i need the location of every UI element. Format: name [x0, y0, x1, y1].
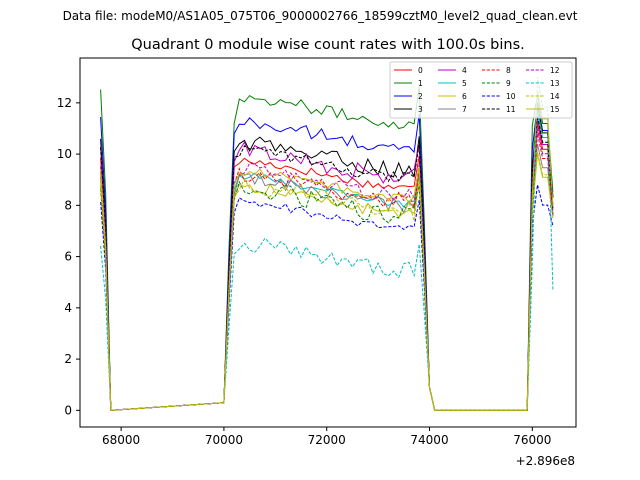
series-line-11: [100, 115, 554, 411]
x-offset-label: +2.896e8: [516, 454, 575, 468]
legend-label-2: 2: [418, 92, 423, 101]
legend-label-15: 15: [550, 105, 560, 114]
legend-label-3: 3: [418, 105, 423, 114]
legend-label-4: 4: [462, 66, 467, 75]
x-tick-label: 70000: [205, 433, 243, 447]
legend-label-8: 8: [506, 66, 511, 75]
legend-box: [389, 61, 573, 119]
plot-background: [80, 58, 576, 427]
legend-label-14: 14: [550, 92, 560, 101]
series-layer: [100, 77, 554, 411]
y-tick-label: 8: [64, 198, 72, 212]
legend-label-6: 6: [462, 92, 467, 101]
legend-label-5: 5: [462, 79, 467, 88]
legend-label-12: 12: [550, 66, 560, 75]
series-line-12: [100, 128, 554, 411]
y-tick-label: 4: [64, 301, 72, 315]
y-tick-label: 10: [57, 147, 72, 161]
series-line-15: [100, 89, 554, 411]
legend-label-1: 1: [418, 79, 423, 88]
x-tick-label: 76000: [513, 433, 551, 447]
ticks-layer: 68000 70000 72000 74000 76000 0 2 4 6 8 10 12: [57, 96, 552, 447]
legend-label-11: 11: [506, 105, 516, 114]
y-tick-label: 6: [64, 250, 72, 264]
plot-frame: [79, 57, 577, 428]
y-tick-label: 2: [64, 352, 72, 366]
y-tick-label: 0: [64, 403, 72, 417]
x-tick-label: 74000: [410, 433, 448, 447]
legend-label-9: 9: [506, 79, 511, 88]
legend-label-7: 7: [462, 105, 467, 114]
legend-label-10: 10: [506, 92, 516, 101]
x-tick-label: 72000: [308, 433, 346, 447]
legend-label-0: 0: [418, 66, 423, 75]
chart-title: Quadrant 0 module wise count rates with …: [131, 37, 525, 53]
data-file-label: Data file: modeM0/AS1A05_075T06_90000027…: [63, 9, 578, 23]
y-tick-label: 12: [57, 96, 72, 110]
x-tick-label: 68000: [102, 433, 140, 447]
legend-label-13: 13: [550, 79, 560, 88]
